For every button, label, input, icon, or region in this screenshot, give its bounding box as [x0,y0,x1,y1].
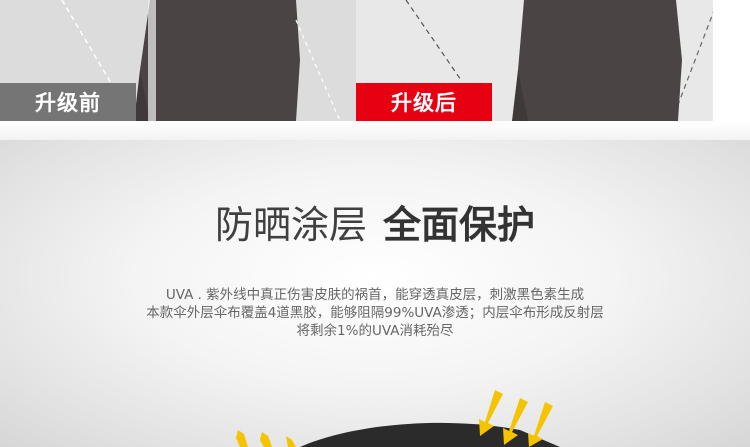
description-line: 本款伞外层伞布覆盖4道黑胶，能够阻隔99%UVA渗透；内层伞布形成反射层 [146,305,604,321]
description-line: 将剩余1%的UVA消耗殆尽 [296,323,454,339]
sunlight-ray-2 [295,19,341,121]
sunlight-ray [405,0,462,81]
person-silhouette [516,0,682,121]
umbrella-canopy [300,422,560,447]
feature-title: 防晒涂层 全面保护 [0,202,750,248]
person-arm [134,70,150,121]
feature-description: UVA . 紫外线中真正伤害皮肤的祸首，能穿透真皮层，刺激黑色素生成 本款伞外层… [0,286,750,340]
description-line: UVA . 紫外线中真正伤害皮肤的祸首，能穿透真皮层，刺激黑色素生成 [165,287,585,303]
right-margin [713,0,750,121]
section-divider [0,121,750,140]
uv-protection-section: 防晒涂层 全面保护 UVA . 紫外线中真正伤害皮肤的祸首，能穿透真皮层，刺激黑色… [0,140,750,447]
comparison-strip: 升级前 升级后 [0,0,750,121]
feature-title-bold: 全面保护 [383,203,536,247]
person-arm [512,70,528,121]
after-photo-panel: 升级后 [356,0,713,121]
before-photo-panel: 升级前 [0,0,356,121]
person-silhouette [138,0,300,121]
before-figure-illustration [61,0,341,121]
shirt-strip [148,0,156,121]
sunlight-ray-2 [675,11,713,111]
umbrella-uv-illustration [236,390,560,447]
uv-arrows-right [479,390,553,447]
before-label: 升级前 [0,83,136,121]
feature-title-light: 防晒涂层 [214,203,367,247]
after-label: 升级后 [356,83,492,121]
after-figure-illustration [405,0,713,121]
uv-arrows-left [236,430,296,447]
